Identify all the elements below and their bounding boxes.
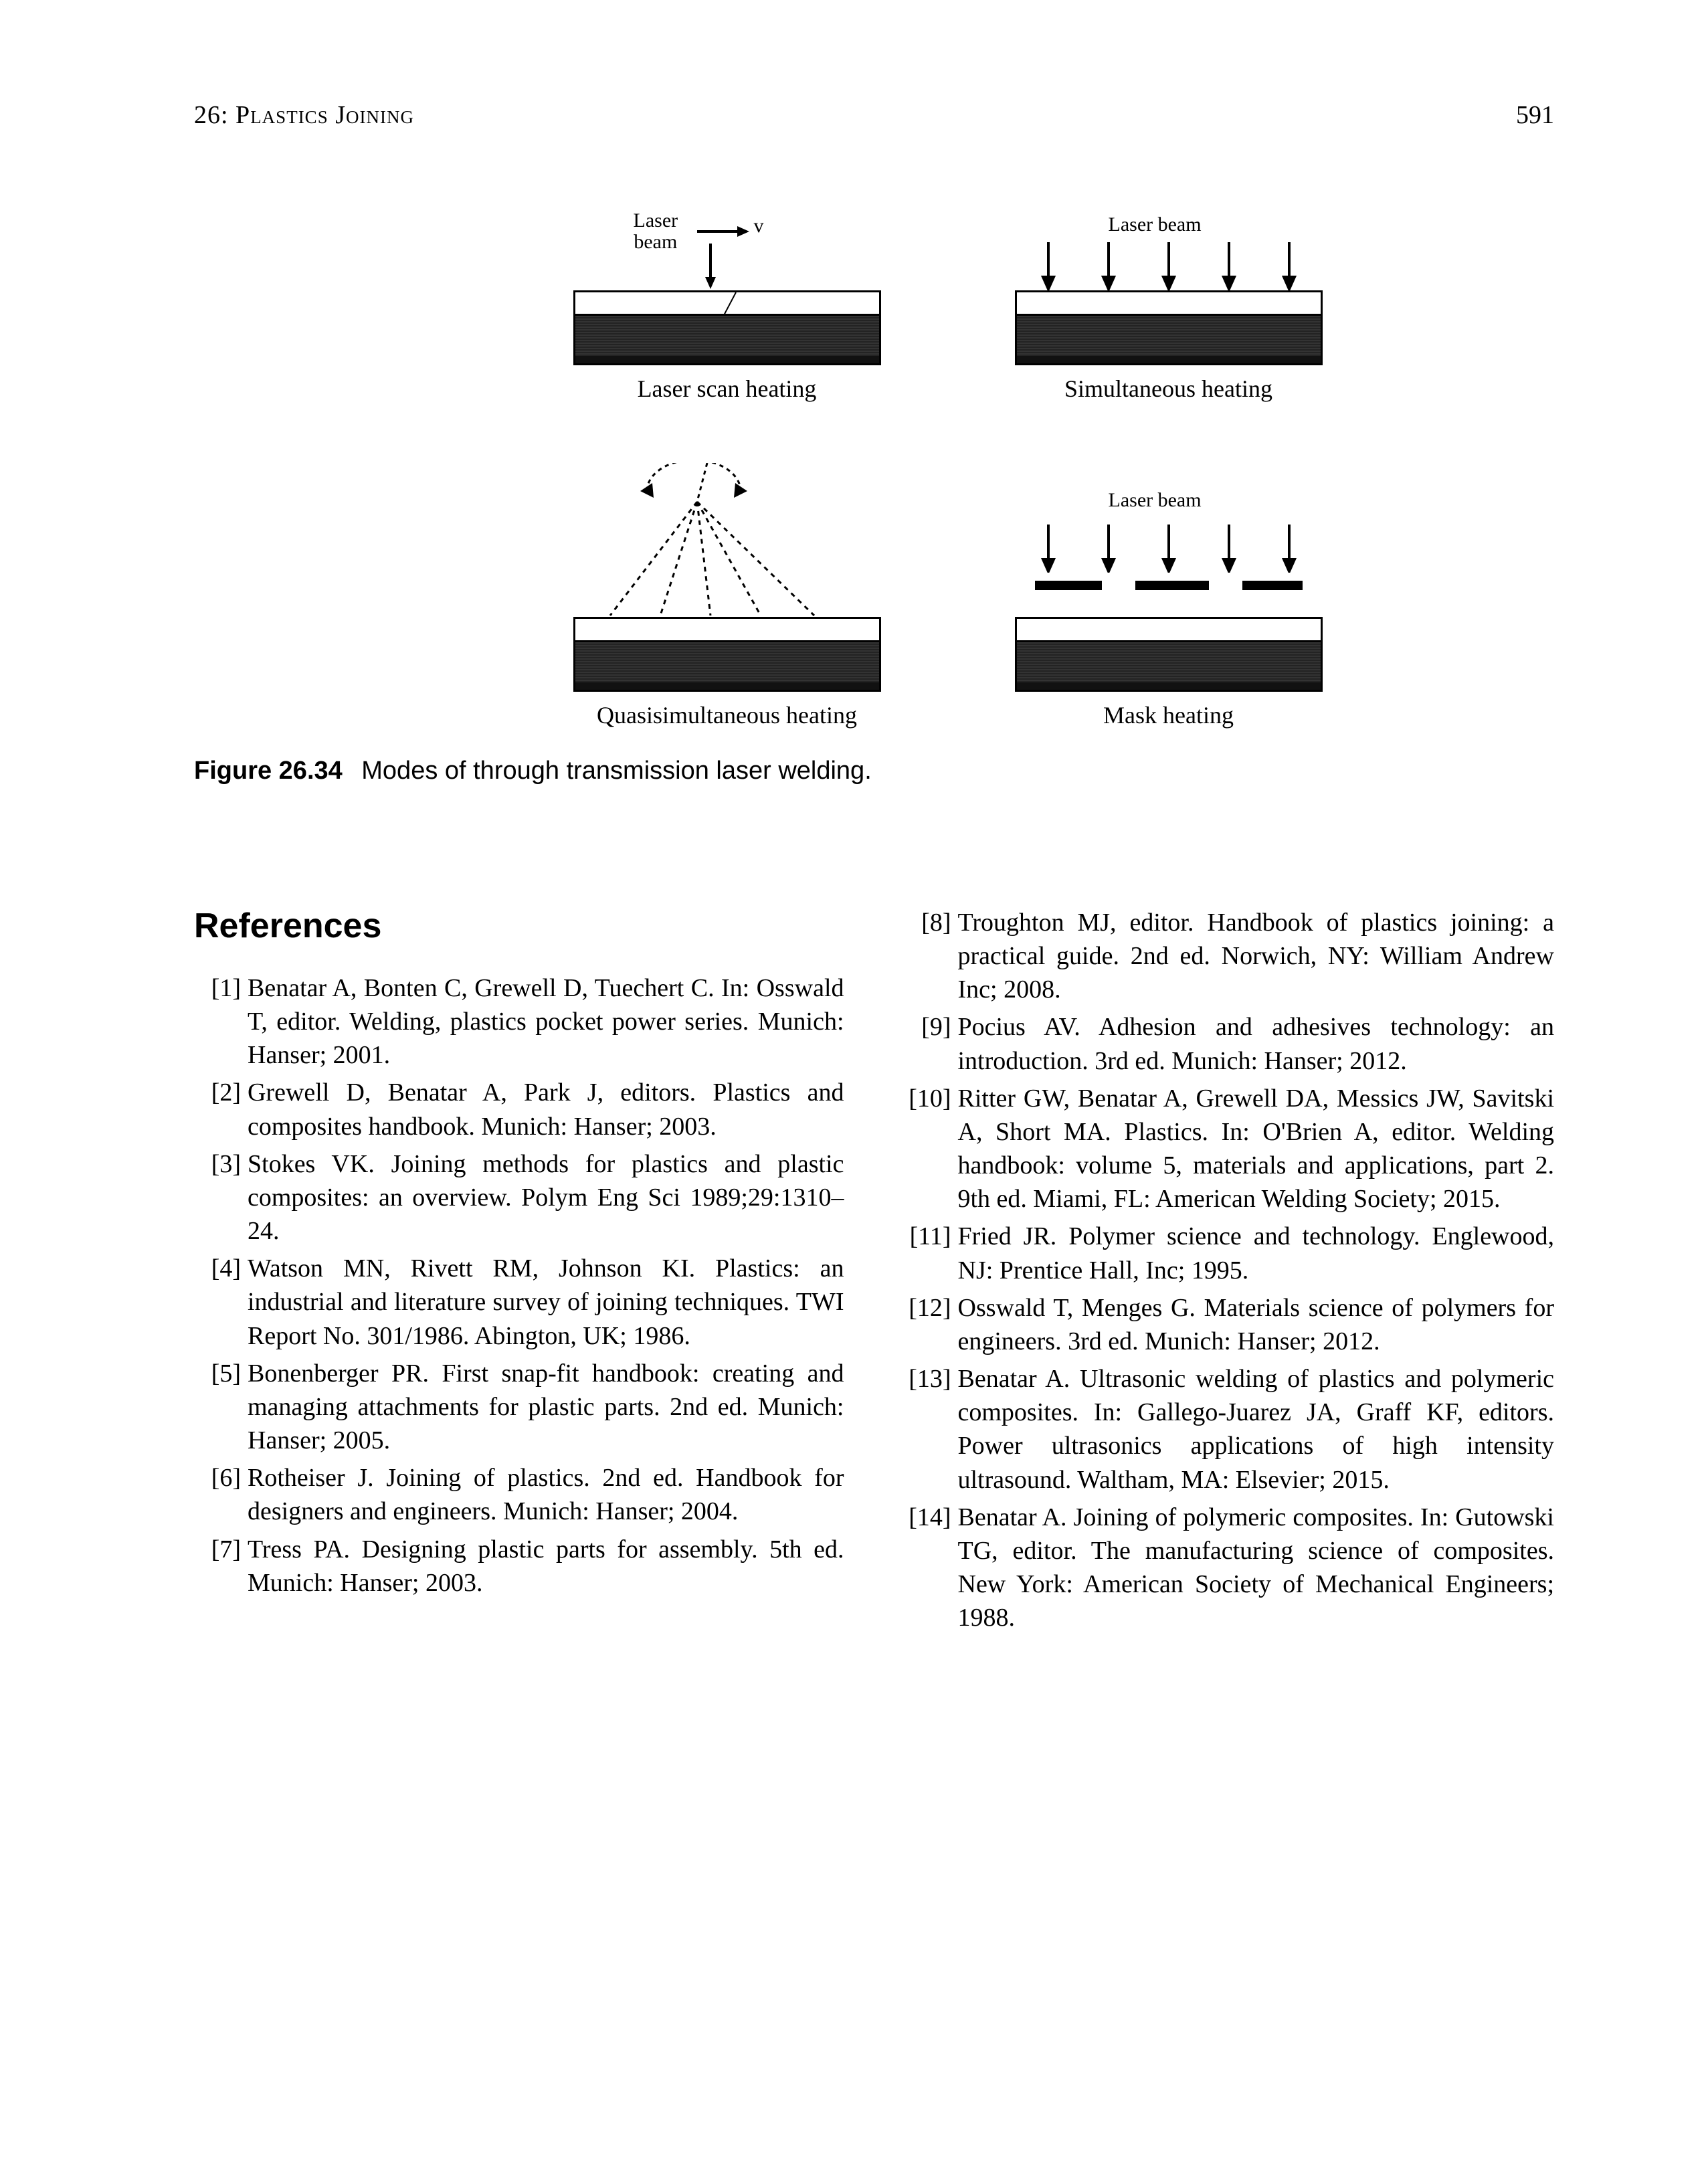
reference-item: [6]Rotheiser J. Joining of plastics. 2nd…	[194, 1461, 844, 1528]
reference-text: Tress PA. Designing plastic parts for as…	[248, 1533, 844, 1600]
arrow-right-icon	[697, 223, 751, 240]
mask-segment	[1135, 581, 1209, 590]
reference-number: [6]	[194, 1461, 248, 1528]
page-number: 591	[1516, 100, 1554, 130]
reference-number: [3]	[194, 1147, 248, 1248]
base-layer	[573, 356, 881, 365]
figure-caption: Figure 26.34 Modes of through transmissi…	[194, 756, 1554, 785]
workpiece-stack	[573, 290, 881, 365]
multi-arrow-down-icon	[1035, 242, 1303, 290]
figure-grid: Laser beam v Laser scan heating	[553, 210, 1343, 729]
panel-caption: Simultaneous heating	[1064, 375, 1272, 403]
reference-text: Pocius AV. Adhesion and adhesives techno…	[958, 1010, 1555, 1077]
references-list: [1]Benatar A, Bonten C, Grewell D, Tuech…	[194, 906, 1554, 1634]
panel-caption: Laser scan heating	[638, 375, 817, 403]
reference-number: [9]	[905, 1010, 958, 1077]
base-layer	[1015, 682, 1323, 692]
reference-text: Bonenberger PR. First snap-fit handbook:…	[248, 1357, 844, 1457]
panel-mask: Laser beam	[995, 463, 1343, 729]
scan-mirror-icon	[600, 463, 841, 617]
reference-item: [1]Benatar A, Bonten C, Grewell D, Tuech…	[194, 971, 844, 1072]
references-heading: References	[194, 906, 844, 946]
mask-segment	[1242, 581, 1303, 590]
reference-text: Osswald T, Menges G. Materials science o…	[958, 1291, 1555, 1358]
reference-item: [10]Ritter GW, Benatar A, Grewell DA, Me…	[905, 1082, 1555, 1216]
references-section: References [1]Benatar A, Bonten C, Grewe…	[194, 906, 1554, 1634]
reference-text: Watson MN, Rivett RM, Johnson KI. Plasti…	[248, 1252, 844, 1352]
laser-beam-label: Laser beam	[634, 210, 678, 252]
figure-number: Figure 26.34	[194, 757, 343, 785]
reference-number: [5]	[194, 1357, 248, 1457]
reference-item: [11]Fried JR. Polymer science and techno…	[905, 1220, 1555, 1287]
chapter-label: 26: Plastics Joining	[194, 100, 414, 130]
panel-simultaneous: Laser beam Simultaneous heating	[995, 210, 1343, 403]
velocity-label: v	[754, 215, 764, 237]
transparent-layer	[573, 617, 881, 642]
reference-item: [4]Watson MN, Rivett RM, Johnson KI. Pla…	[194, 1252, 844, 1352]
reference-number: [1]	[194, 971, 248, 1072]
multi-arrow-down-icon	[1035, 525, 1303, 573]
transparent-layer	[573, 290, 881, 316]
panel-quasisimultaneous: Quasisimultaneous heating	[553, 463, 901, 729]
reference-text: Stokes VK. Joining methods for plastics …	[248, 1147, 844, 1248]
reference-text: Ritter GW, Benatar A, Grewell DA, Messic…	[958, 1082, 1555, 1216]
reference-item: [13]Benatar A. Ultrasonic welding of pla…	[905, 1362, 1555, 1497]
reference-text: Rotheiser J. Joining of plastics. 2nd ed…	[248, 1461, 844, 1528]
arrow-down-icon	[704, 244, 717, 290]
panel-caption: Quasisimultaneous heating	[597, 701, 857, 729]
reference-item: [8]Troughton MJ, editor. Handbook of pla…	[905, 906, 1555, 1006]
reference-item: [5]Bonenberger PR. First snap-fit handbo…	[194, 1357, 844, 1457]
workpiece-stack	[573, 617, 881, 692]
reference-number: [10]	[905, 1082, 958, 1216]
reference-number: [13]	[905, 1362, 958, 1497]
figure-26-34: Laser beam v Laser scan heating	[194, 210, 1554, 785]
reference-number: [14]	[905, 1501, 958, 1635]
transparent-layer	[1015, 617, 1323, 642]
reference-number: [8]	[905, 906, 958, 1006]
reference-item: [9]Pocius AV. Adhesion and adhesives tec…	[905, 1010, 1555, 1077]
reference-text: Benatar A. Ultrasonic welding of plastic…	[958, 1362, 1555, 1497]
reference-text: Benatar A. Joining of polymeric composit…	[958, 1501, 1555, 1635]
reference-item: [7]Tress PA. Designing plastic parts for…	[194, 1533, 844, 1600]
absorbing-layer	[573, 642, 881, 682]
reference-text: Grewell D, Benatar A, Park J, editors. P…	[248, 1076, 844, 1143]
base-layer	[1015, 356, 1323, 365]
reference-item: [12]Osswald T, Menges G. Materials scien…	[905, 1291, 1555, 1358]
page-header: 26: Plastics Joining 591	[194, 100, 1554, 130]
mask-segment	[1035, 581, 1102, 590]
absorbing-layer	[573, 316, 881, 356]
reference-item: [14]Benatar A. Joining of polymeric comp…	[905, 1501, 1555, 1635]
reference-number: [4]	[194, 1252, 248, 1352]
reference-item: [2]Grewell D, Benatar A, Park J, editors…	[194, 1076, 844, 1143]
reference-number: [11]	[905, 1220, 958, 1287]
absorbing-layer	[1015, 642, 1323, 682]
figure-caption-text: Modes of through transmission laser weld…	[361, 757, 872, 785]
transparent-layer	[1015, 290, 1323, 316]
reference-number: [7]	[194, 1533, 248, 1600]
workpiece-stack	[1015, 290, 1323, 365]
laser-beam-label: Laser beam	[1109, 490, 1202, 511]
reference-number: [2]	[194, 1076, 248, 1143]
base-layer	[573, 682, 881, 692]
reference-number: [12]	[905, 1291, 958, 1358]
panel-laser-scan: Laser beam v Laser scan heating	[553, 210, 901, 403]
reference-text: Fried JR. Polymer science and technology…	[958, 1220, 1555, 1287]
reference-item: [3]Stokes VK. Joining methods for plasti…	[194, 1147, 844, 1248]
absorbing-layer	[1015, 316, 1323, 356]
panel-caption: Mask heating	[1103, 701, 1234, 729]
laser-beam-label: Laser beam	[1109, 214, 1202, 235]
reference-text: Benatar A, Bonten C, Grewell D, Tuechert…	[248, 971, 844, 1072]
reference-text: Troughton MJ, editor. Handbook of plasti…	[958, 906, 1555, 1006]
workpiece-stack	[1015, 617, 1323, 692]
